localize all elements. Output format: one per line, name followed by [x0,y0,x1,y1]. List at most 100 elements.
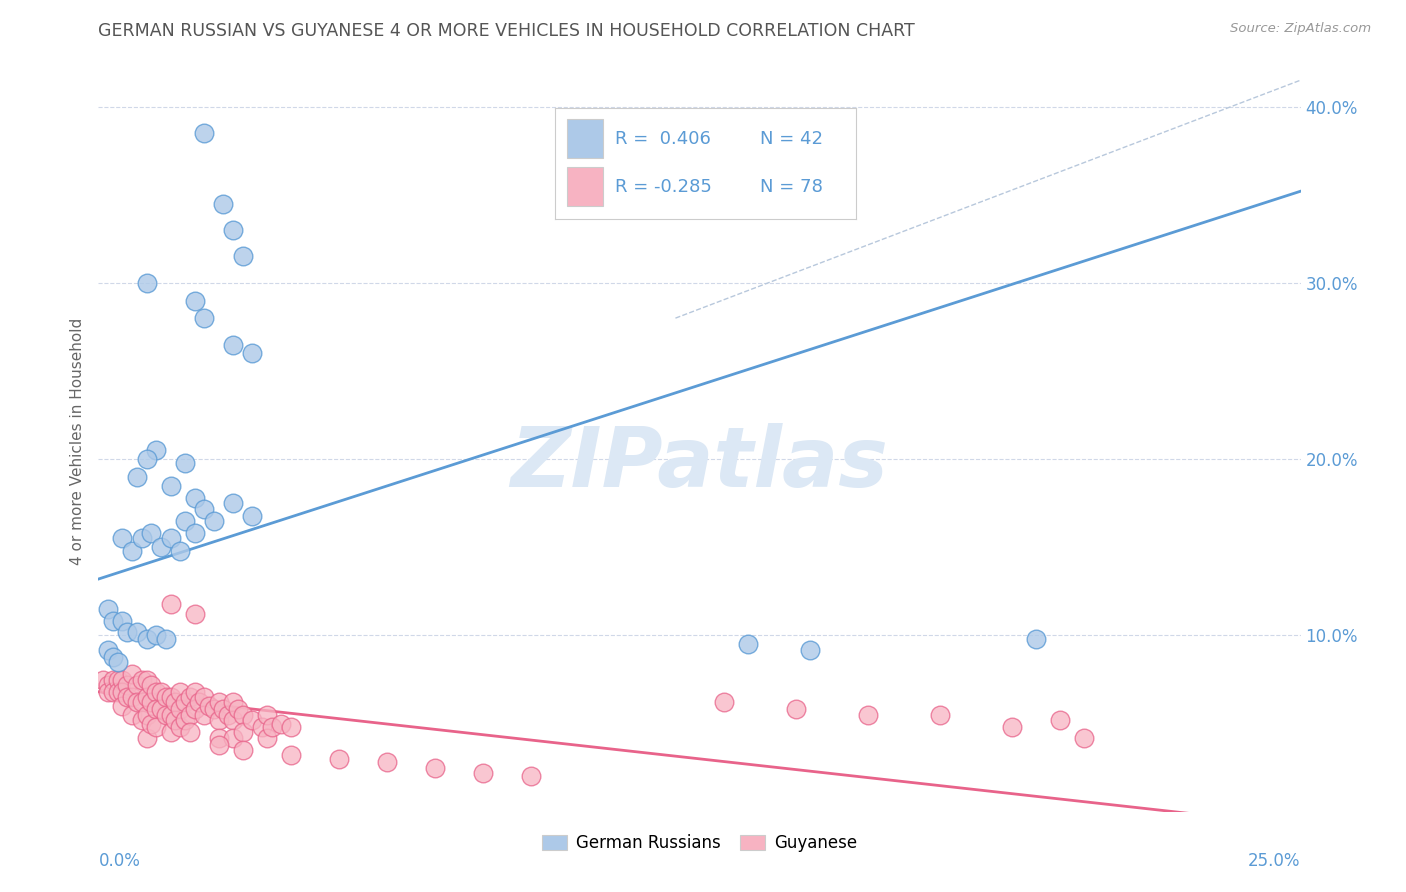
Point [159,707,181,722]
Point [328,752,350,766]
Point [226,702,249,716]
Point [117,690,139,705]
Point [107,673,129,687]
Point [183,685,205,699]
Point [169,702,191,716]
Point [159,597,181,611]
Point [125,470,148,484]
Point [149,541,172,555]
Point [121,667,143,681]
Point [1049,713,1071,727]
Point [101,685,124,699]
Point [217,707,239,722]
Point [145,685,167,699]
Point [111,532,134,546]
Point [91,673,114,687]
Point [101,673,124,687]
Point [155,690,177,705]
Point [145,720,167,734]
Point [222,713,245,727]
Point [141,716,163,731]
Point [208,731,231,745]
Point [121,690,143,705]
Point [198,698,221,713]
Point [222,695,245,709]
Point [111,673,134,687]
Point [193,690,215,705]
Point [212,196,235,211]
Y-axis label: 4 or more Vehicles in Household: 4 or more Vehicles in Household [70,318,86,566]
Point [520,769,543,783]
Point [260,720,283,734]
Point [117,678,139,692]
Point [169,544,191,558]
Point [159,478,181,492]
Point [125,695,148,709]
Bar [567,167,603,206]
Point [472,766,495,780]
Point [135,673,157,687]
Point [222,496,245,510]
Point [165,713,187,727]
Point [97,685,120,699]
Point [97,602,120,616]
Point [141,526,163,541]
Point [174,695,197,709]
Point [928,707,950,722]
Point [131,713,153,727]
Point [131,532,153,546]
Point [179,725,201,739]
Point [97,642,120,657]
Point [240,508,263,523]
Point [135,731,157,745]
Point [107,655,129,669]
Point [232,725,254,739]
Point [256,707,278,722]
Point [240,713,263,727]
Point [141,678,163,692]
Point [117,624,139,639]
Point [165,695,187,709]
Point [149,685,172,699]
Point [135,276,157,290]
Point [107,685,129,699]
Point [155,632,177,646]
Point [169,720,191,734]
Point [222,223,245,237]
Text: 0.0%: 0.0% [98,853,141,871]
Point [174,456,197,470]
Text: R =  0.406: R = 0.406 [616,130,711,148]
Point [101,649,124,664]
Point [232,707,254,722]
Point [208,695,231,709]
Point [280,748,302,763]
Point [131,673,153,687]
Point [97,678,120,692]
Text: GERMAN RUSSIAN VS GUYANESE 4 OR MORE VEHICLES IN HOUSEHOLD CORRELATION CHART: GERMAN RUSSIAN VS GUYANESE 4 OR MORE VEH… [98,22,915,40]
Text: Source: ZipAtlas.com: Source: ZipAtlas.com [1230,22,1371,36]
Text: 25.0%: 25.0% [1249,853,1301,871]
Point [169,685,191,699]
Point [183,491,205,505]
Point [193,311,215,326]
Point [179,690,201,705]
Point [125,678,148,692]
Point [202,514,225,528]
Point [1073,731,1095,745]
Point [222,337,245,351]
Text: ZIPatlas: ZIPatlas [510,423,889,504]
Text: R = -0.285: R = -0.285 [616,178,713,195]
Point [135,690,157,705]
Point [121,544,143,558]
Point [159,725,181,739]
Point [131,695,153,709]
Bar [567,120,603,159]
Point [785,702,807,716]
Text: N = 42: N = 42 [759,130,823,148]
Point [423,761,446,775]
Point [145,702,167,716]
Point [1001,720,1024,734]
Point [183,607,205,622]
Point [208,713,231,727]
Legend: German Russians, Guyanese: German Russians, Guyanese [536,828,863,859]
